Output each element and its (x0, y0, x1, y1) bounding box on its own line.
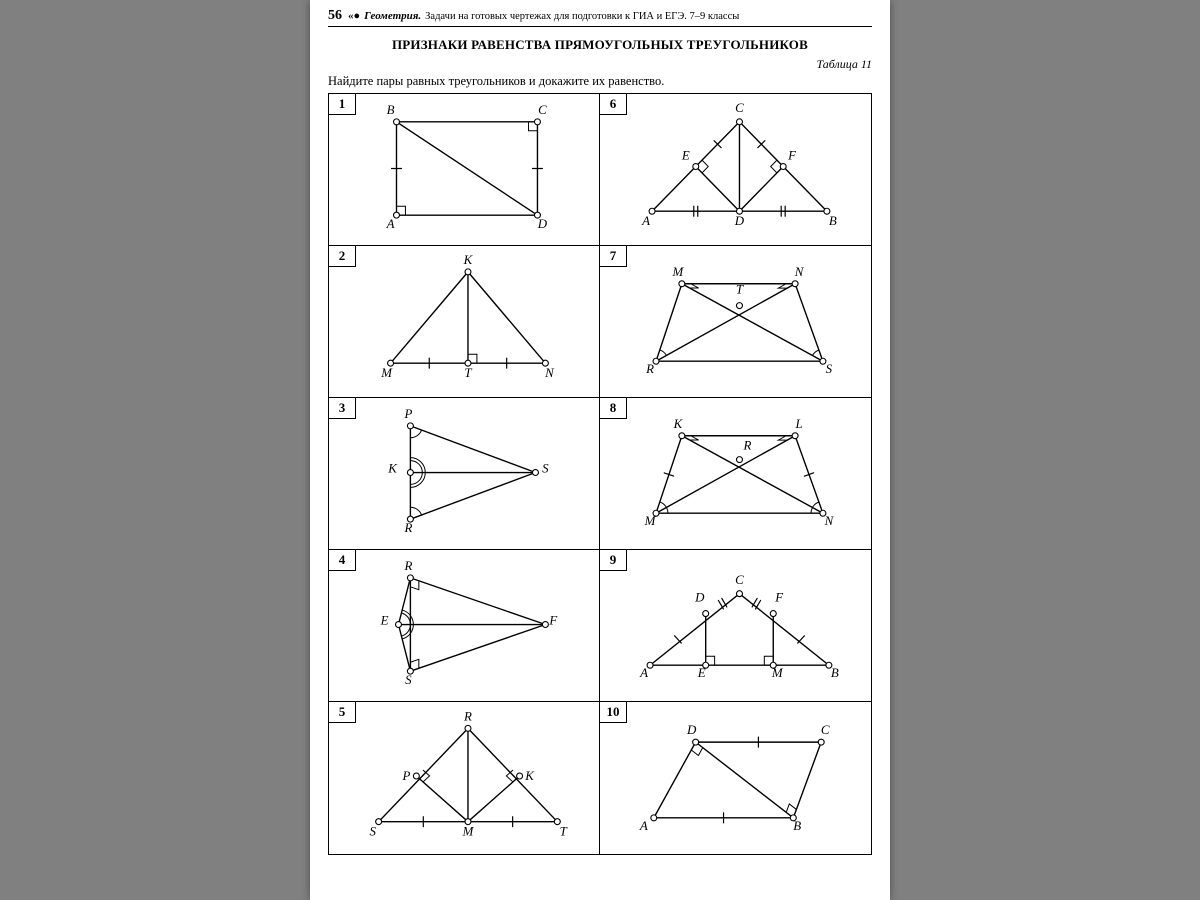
svg-text:N: N (794, 264, 805, 279)
svg-text:A: A (639, 818, 648, 833)
svg-text:R: R (403, 521, 412, 535)
svg-text:F: F (548, 614, 557, 628)
geometry-diagram: P K S R (329, 398, 599, 549)
problem-number: 7 (600, 246, 627, 267)
svg-text:K: K (673, 416, 684, 431)
geometry-diagram: M N T R S (600, 246, 871, 397)
svg-text:A: A (386, 217, 395, 231)
svg-text:R: R (403, 559, 412, 573)
svg-text:T: T (464, 366, 472, 380)
svg-text:P: P (403, 407, 412, 421)
problems-grid: 1 B C A D 6 C E F A D B 2 K M T N 7 M N T R S 3 P K S R 8 K L R M N 4 R E F S 9… (328, 93, 872, 855)
svg-text:M: M (671, 264, 684, 279)
svg-text:F: F (774, 590, 783, 605)
section-title: ПРИЗНАКИ РАВЕНСТВА ПРЯМОУГОЛЬНЫХ ТРЕУГОЛ… (328, 37, 872, 53)
book-title: Геометрия. (364, 10, 421, 22)
svg-text:R: R (645, 361, 654, 376)
svg-text:K: K (524, 769, 535, 783)
svg-text:B: B (829, 213, 837, 228)
svg-text:M: M (380, 366, 393, 380)
svg-text:D: D (686, 722, 697, 737)
geometry-diagram: R E F S (329, 550, 599, 701)
svg-text:B: B (831, 665, 839, 680)
problem-cell: 3 P K S R (329, 398, 600, 550)
problem-cell: 9 C D F A E M B (600, 550, 871, 702)
problem-cell: 10 D C A B (600, 702, 871, 854)
geometry-diagram: C E F A D B (600, 94, 871, 245)
svg-text:B: B (387, 103, 395, 117)
problem-cell: 2 K M T N (329, 246, 600, 398)
svg-text:K: K (463, 253, 474, 267)
instruction: Найдите пары равных треугольников и дока… (328, 74, 872, 89)
problem-number: 2 (329, 246, 356, 267)
svg-text:M: M (771, 665, 784, 680)
problem-number: 9 (600, 550, 627, 571)
svg-text:D: D (537, 217, 548, 231)
geometry-diagram: D C A B (600, 702, 871, 854)
problem-number: 4 (329, 550, 356, 571)
svg-text:L: L (794, 416, 802, 431)
svg-text:S: S (542, 462, 549, 476)
problem-cell: 8 K L R M N (600, 398, 871, 550)
problem-cell: 6 C E F A D B (600, 94, 871, 246)
svg-text:R: R (742, 438, 751, 453)
svg-text:B: B (793, 818, 801, 833)
svg-text:E: E (380, 614, 389, 628)
geometry-diagram: K M T N (329, 246, 599, 397)
svg-text:S: S (369, 825, 376, 839)
svg-text:T: T (736, 282, 744, 297)
problem-number: 8 (600, 398, 627, 419)
svg-text:C: C (735, 572, 744, 587)
problem-cell: 1 B C A D (329, 94, 600, 246)
svg-text:E: E (681, 148, 690, 163)
svg-text:S: S (405, 673, 412, 687)
problem-cell: 5 R P K S M T (329, 702, 600, 854)
page-number: 56 (328, 8, 342, 24)
svg-text:D: D (734, 213, 745, 228)
problem-number: 3 (329, 398, 356, 419)
table-label: Таблица 11 (328, 57, 872, 72)
header-text: Задачи на готовых чертежах для подготовк… (425, 11, 739, 22)
geometry-diagram: C D F A E M B (600, 550, 871, 701)
running-header: 56 «● Геометрия. Задачи на готовых черте… (328, 8, 872, 27)
svg-text:A: A (639, 665, 648, 680)
svg-text:R: R (463, 709, 472, 723)
problem-number: 5 (329, 702, 356, 723)
svg-text:K: K (387, 462, 398, 476)
svg-text:N: N (544, 366, 555, 380)
svg-text:T: T (560, 825, 568, 839)
svg-text:D: D (694, 590, 705, 605)
geometry-diagram: B C A D (329, 94, 599, 245)
svg-text:F: F (787, 148, 796, 163)
header-symbol: «● (348, 10, 360, 22)
svg-text:E: E (697, 665, 706, 680)
svg-text:M: M (462, 825, 475, 839)
problem-cell: 7 M N T R S (600, 246, 871, 398)
svg-text:S: S (826, 361, 833, 376)
svg-text:N: N (824, 513, 835, 528)
svg-text:M: M (644, 513, 657, 528)
page: 56 «● Геометрия. Задачи на готовых черте… (310, 0, 890, 900)
svg-text:A: A (641, 213, 650, 228)
svg-text:C: C (735, 100, 744, 115)
problem-cell: 4 R E F S (329, 550, 600, 702)
svg-text:P: P (401, 769, 410, 783)
svg-text:C: C (538, 103, 547, 117)
geometry-diagram: R P K S M T (329, 702, 599, 854)
geometry-diagram: K L R M N (600, 398, 871, 549)
problem-number: 1 (329, 94, 356, 115)
svg-text:C: C (821, 722, 830, 737)
problem-number: 10 (600, 702, 627, 723)
problem-number: 6 (600, 94, 627, 115)
